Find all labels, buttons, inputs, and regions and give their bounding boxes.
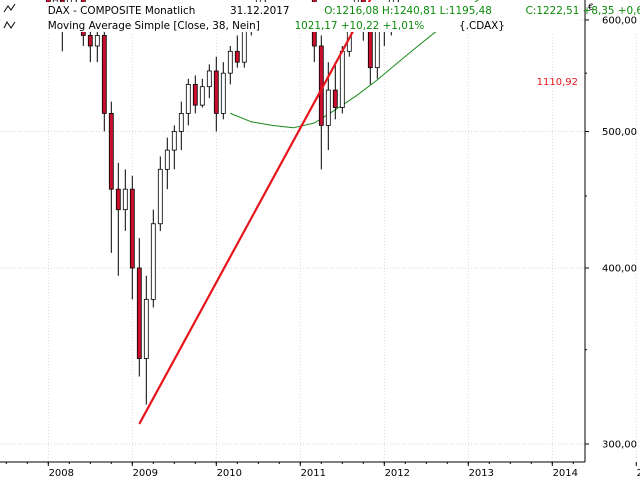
candle-body-down [367,29,373,69]
ma-indicator-name: Moving Average Simple [Close, 38, Nein] [48,20,260,32]
y-tick-label: 600,00 [602,15,637,26]
candle-body-up [339,50,345,108]
y-tick-label: 500,00 [602,127,637,138]
candle-body-up [178,113,184,132]
candle [122,169,128,231]
candle-body-up [164,149,170,170]
candle-body-up [150,223,156,300]
header-symbol: DAX - COMPOSITE Monatlich [48,5,196,17]
axes: € [0,0,594,463]
candle-body-up [220,72,226,114]
candle-body-up [227,50,233,74]
moving-average-line [230,0,479,129]
x-tick-label: 2015 [637,468,640,479]
candle [171,125,177,170]
candle [227,45,233,85]
candle [178,101,184,151]
candle-body-down [192,84,198,106]
candle-body-down [115,188,121,211]
candle-body-up [157,168,163,225]
currency-symbol: € [588,3,594,13]
legend: DAX - COMPOSITE Monatlich 31.12.2017 O:1… [3,2,640,32]
candle [157,156,163,231]
header-last: C:1222,51 +8,35 +0,69% [526,5,640,17]
candle-body-down [332,89,338,108]
candle [220,62,226,120]
y-tick-label: 300,00 [602,440,637,451]
header-line-2: Moving Average Simple [Close, 38, Nein] … [18,20,528,32]
candle-body-down [129,188,135,269]
y-axis-ticks: 300,00400,00500,00600,00700,00800,00900,… [585,15,637,451]
level-label: 1110,92 [537,77,578,88]
candle [115,162,121,276]
candle [164,137,170,190]
candle-body-up [206,70,212,88]
ma-value: 1021,17 +10,22 +1,01% [295,20,425,32]
candle-body-down [108,113,114,190]
header-date: 31.12.2017 [230,5,290,17]
candle-body-up [122,188,128,211]
candle [234,35,240,68]
candle [199,78,205,108]
candle-body-up [143,298,149,359]
x-tick-label: 2014 [553,468,578,479]
candle-body-up [199,86,205,106]
candle [185,78,191,126]
candle-body-down [136,267,142,359]
candle-body-down [101,35,107,114]
x-tick-label: 2010 [217,468,242,479]
moving-average-icon [3,21,16,29]
candle [339,45,345,114]
candle-body-down [87,35,93,47]
ma-symbol: {.CDAX} [459,20,505,32]
annotations: 1110,92 [537,77,578,88]
candle [206,64,212,99]
candle-body-up [171,131,177,151]
x-tick-label: 2011 [301,468,326,479]
candle-body-down [234,50,240,63]
candle [108,101,114,253]
moving-average [230,0,479,129]
y-tick-label: 400,00 [602,264,637,275]
x-tick-label: 2012 [385,468,410,479]
candle [101,25,107,132]
x-axis-ticks: 2008200920102011201220132014201520162017 [5,462,640,479]
x-tick-label: 2008 [49,468,74,479]
candle [150,209,156,308]
x-tick-label: 2013 [469,468,494,479]
candle-body-up [325,89,331,126]
candle [332,62,338,120]
x-tick-label: 2009 [133,468,158,479]
candle-body-up [94,35,100,47]
header-ohlc: O:1216,08 H:1240,81 L:1195,48 [324,5,492,17]
candle [192,75,198,114]
candle [213,56,219,132]
candle-body-up [185,84,191,114]
candle [143,275,149,405]
header-line-1: DAX - COMPOSITE Monatlich 31.12.2017 O:1… [18,5,640,17]
candle [129,175,135,300]
candle [136,238,142,377]
candle-body-down [213,70,219,114]
price-chart-icon [3,3,16,13]
